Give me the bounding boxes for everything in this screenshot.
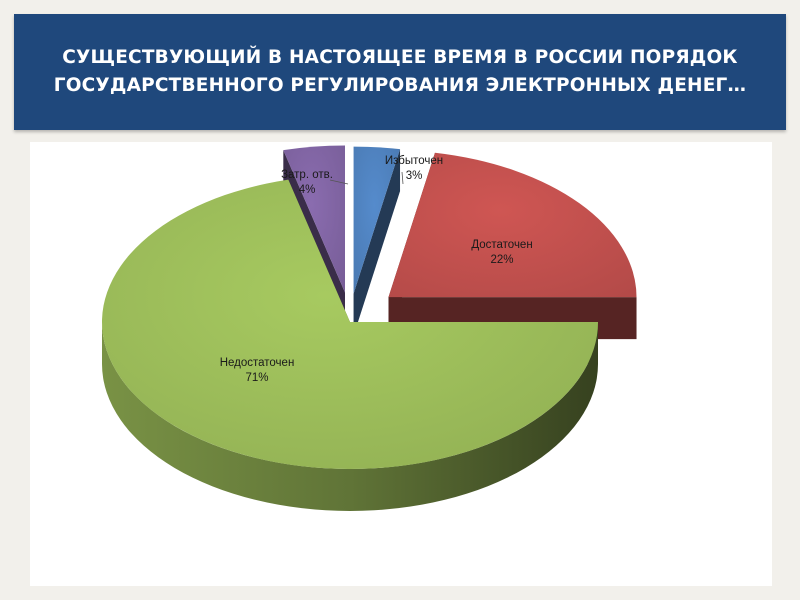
slice-label-4: Затр. отв. xyxy=(281,169,333,181)
title-banner: СУЩЕСТВУЮЩИЙ В НАСТОЯЩЕЕ ВРЕМЯ В РОССИИ … xyxy=(14,14,786,130)
slide-title: СУЩЕСТВУЮЩИЙ В НАСТОЯЩЕЕ ВРЕМЯ В РОССИИ … xyxy=(54,44,747,100)
leader-line-1 xyxy=(401,171,404,185)
chart-area: Избыточен 3% Достаточен 22% Недостаточен 71% З… xyxy=(30,142,772,586)
slice-value-4: 4% xyxy=(299,184,316,196)
slice-value-1: 3% xyxy=(406,170,423,182)
pie-chart: Избыточен 3% Достаточен 22% Недостаточен 71% З… xyxy=(102,145,637,511)
pie-slice-3 xyxy=(102,179,598,511)
slide-title-line1: СУЩЕСТВУЮЩИЙ В НАСТОЯЩЕЕ ВРЕМЯ В РОССИИ … xyxy=(62,47,738,68)
slice-value-3: 71% xyxy=(245,372,268,384)
leader-line-4 xyxy=(329,179,349,185)
slide-title-line2: ГОСУДАРСТВЕННОГО РЕГУЛИРОВАНИЯ ЭЛЕКТРОНН… xyxy=(53,75,747,96)
slice-value-2: 22% xyxy=(490,254,513,266)
slice-label-3: Недостаточен xyxy=(220,357,295,369)
slice-label-1: Избыточен xyxy=(385,155,443,167)
pie-slice-2 xyxy=(388,152,637,340)
slice-label-2: Достаточен xyxy=(471,239,532,251)
pie-slice-1 xyxy=(353,146,401,336)
